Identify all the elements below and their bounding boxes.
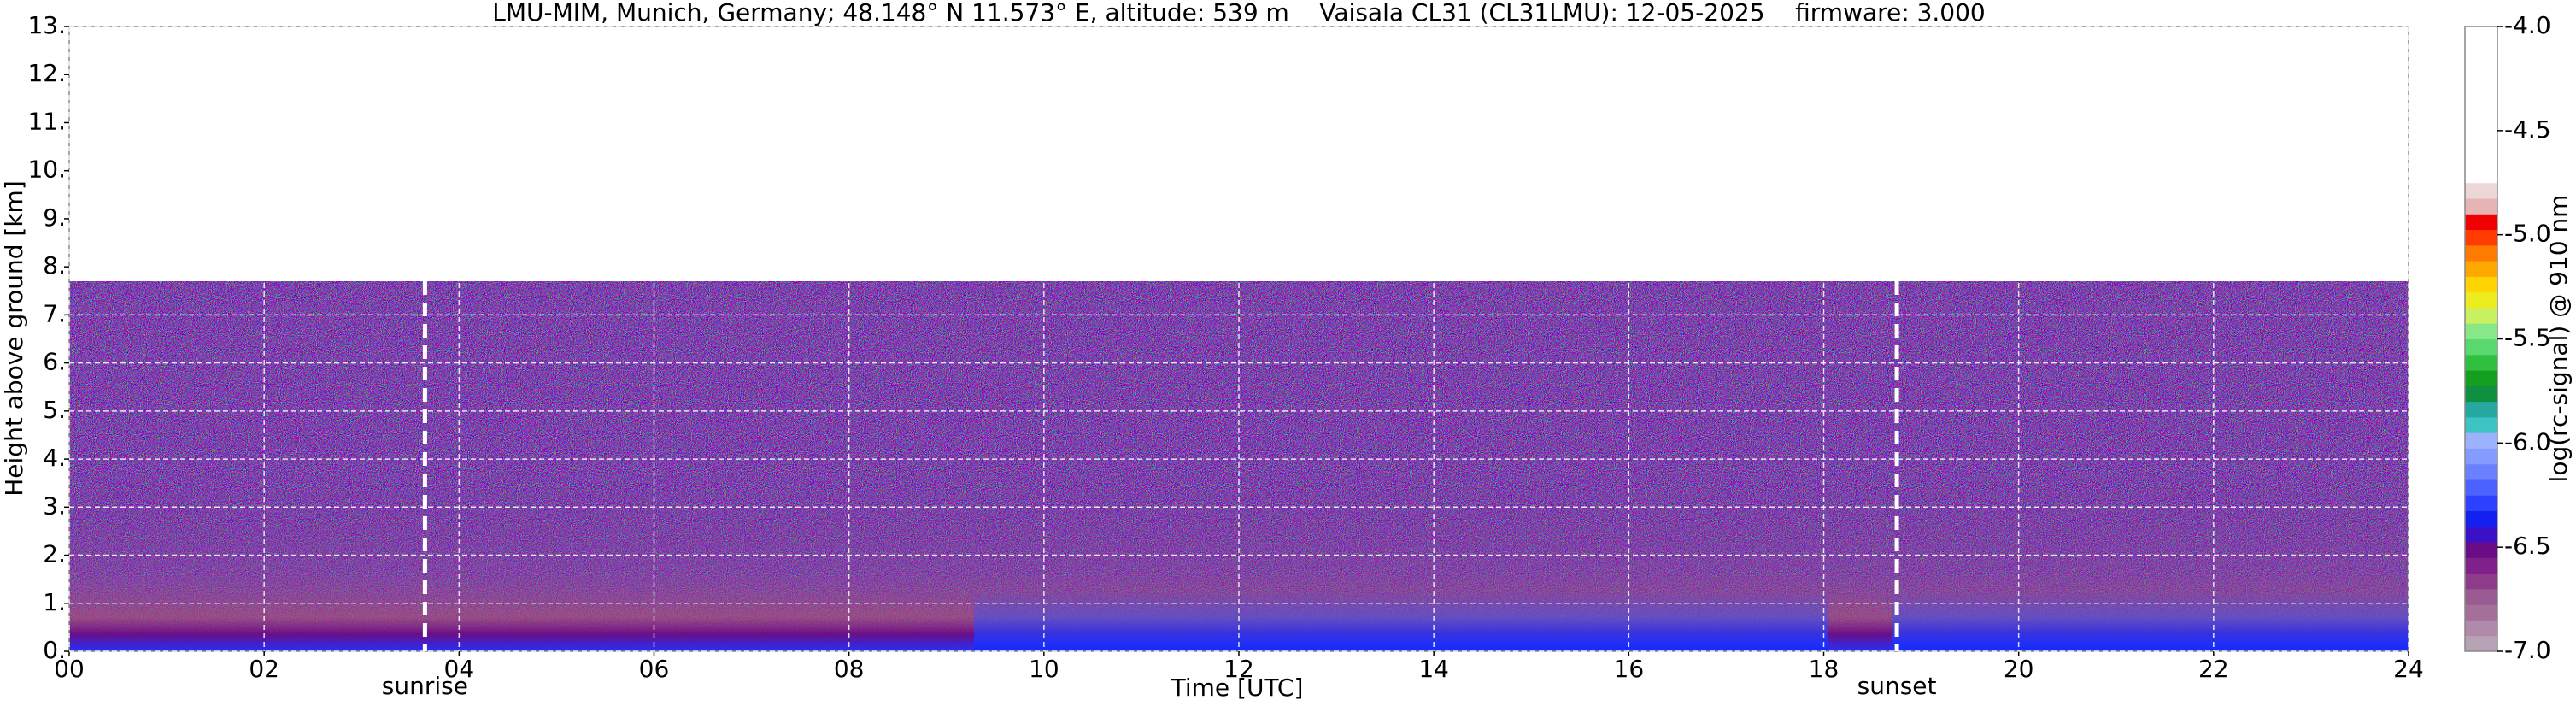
x-axis-label: Time [UTC] (1171, 674, 1304, 702)
colorbar-swatch (2465, 73, 2497, 90)
colorbar-swatch (2465, 448, 2497, 465)
colorbar-swatch (2465, 261, 2497, 277)
colorbar-swatch (2465, 338, 2497, 356)
x-tick-label: 14 (1418, 655, 1449, 683)
colorbar-swatch (2465, 323, 2497, 339)
colorbar-tick-label: -5.5 (2504, 324, 2551, 352)
colorbar-swatch (2465, 291, 2497, 309)
x-tick-label: 12 (1223, 655, 1254, 683)
annotation-label: sunset (1857, 672, 1937, 700)
colorbar-swatch (2465, 463, 2497, 480)
x-tick-label: 00 (54, 655, 85, 683)
colorbar-swatch (2465, 244, 2497, 262)
x-tick-label: 20 (2004, 655, 2034, 683)
colorbar-swatch (2465, 495, 2497, 512)
colorbar-swatch (2465, 416, 2497, 433)
colorbar-swatch (2465, 588, 2497, 605)
x-tick-label: 10 (1029, 655, 1059, 683)
y-tick-label: 6. (43, 348, 66, 376)
colorbar-swatch (2465, 26, 2497, 43)
x-tick-label: 06 (639, 655, 670, 683)
x-tick-label: 02 (249, 655, 279, 683)
colorbar-swatch (2465, 604, 2497, 621)
colorbar-swatch (2465, 573, 2497, 590)
colorbar-tick-label: -6.5 (2504, 532, 2551, 560)
colorbar-swatch (2465, 57, 2497, 74)
x-tick-label: 08 (834, 655, 865, 683)
colorbar-swatch (2465, 635, 2497, 652)
annotation-label: sunrise (382, 672, 468, 700)
y-tick-label: 5. (43, 396, 66, 424)
y-tick-label: 3. (43, 491, 66, 520)
colorbar-label: log(rc-signal) @ 910 nm (2544, 195, 2573, 483)
colorbar-swatch (2465, 89, 2497, 105)
x-tick-label: 16 (1614, 655, 1645, 683)
colorbar-swatch (2465, 104, 2497, 121)
colorbar-swatch (2465, 307, 2497, 324)
y-tick-label: 9. (43, 203, 66, 232)
colorbar-swatch (2465, 276, 2497, 293)
colorbar-swatch (2465, 479, 2497, 496)
colorbar-tick-label: -4.0 (2504, 11, 2551, 39)
colorbar-swatch (2465, 385, 2497, 403)
colorbar-swatch (2465, 198, 2497, 215)
colorbar-swatch (2465, 42, 2497, 59)
colorbar-tick-label: -6.0 (2504, 427, 2551, 456)
x-tick-label: 04 (444, 655, 475, 683)
y-tick-label: 2. (43, 540, 66, 568)
colorbar-swatch (2465, 510, 2497, 527)
colorbar-swatch (2465, 370, 2497, 386)
x-tick-label: 24 (2393, 655, 2424, 683)
aerosol-layer (974, 590, 1828, 651)
y-tick-label: 11. (27, 107, 66, 135)
x-tick-label: 22 (2198, 655, 2229, 683)
y-tick-label: 0. (43, 636, 66, 664)
colorbar-swatch (2465, 526, 2497, 543)
y-tick-label: 7. (43, 299, 66, 327)
x-tick-label: 18 (1809, 655, 1840, 683)
colorbar-swatch (2465, 401, 2497, 418)
aerosol-layer (1892, 590, 2409, 651)
chart-title: LMU-MIM, Munich, Germany; 48.148° N 11.5… (492, 0, 1986, 26)
y-axis-label: Height above ground [km] (0, 180, 28, 497)
colorbar-swatch (2465, 151, 2497, 168)
y-tick-label: 13. (27, 11, 66, 39)
colorbar-swatch (2465, 167, 2497, 184)
colorbar-swatch (2465, 557, 2497, 574)
colorbar-swatch (2465, 182, 2497, 199)
y-tick-label: 8. (43, 251, 66, 279)
colorbar-swatch (2465, 120, 2497, 137)
y-tick-label: 12. (27, 59, 66, 87)
colorbar-swatch (2465, 229, 2497, 246)
y-tick-label: 4. (43, 444, 66, 472)
colorbar-tick-label: -5.0 (2504, 220, 2551, 248)
y-tick-label: 10. (27, 156, 66, 184)
colorbar-swatch (2465, 354, 2497, 371)
colorbar-tick-label: -4.5 (2504, 115, 2551, 144)
colorbar-swatch (2465, 620, 2497, 637)
colorbar-swatch (2465, 542, 2497, 558)
colorbar-swatch (2465, 432, 2497, 449)
colorbar-swatch (2465, 135, 2497, 152)
y-tick-label: 1. (43, 588, 66, 616)
colorbar-tick-label: -7.0 (2504, 636, 2551, 664)
colorbar-swatch (2465, 214, 2497, 231)
